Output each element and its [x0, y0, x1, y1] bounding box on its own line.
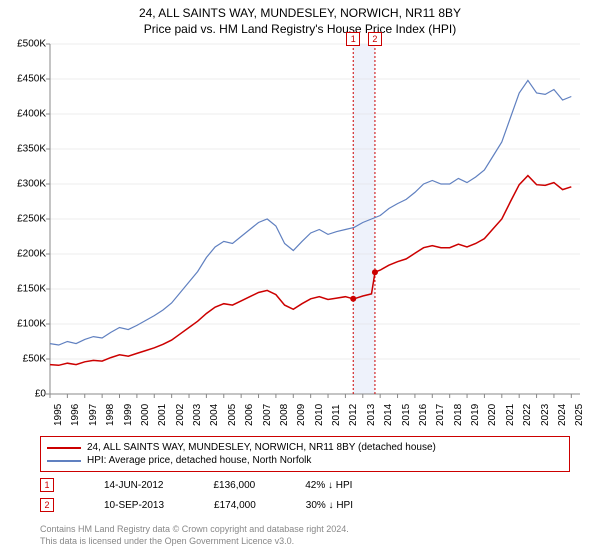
x-tick-label: 2000 — [140, 404, 151, 426]
y-tick-label: £100K — [0, 319, 46, 330]
x-tick-label: 2003 — [192, 404, 203, 426]
x-tick-label: 2020 — [487, 404, 498, 426]
chart-container: 24, ALL SAINTS WAY, MUNDESLEY, NORWICH, … — [0, 0, 600, 560]
y-tick-label: £250K — [0, 214, 46, 225]
y-tick-label: £200K — [0, 249, 46, 260]
x-tick-label: 2017 — [435, 404, 446, 426]
footer-line1: Contains HM Land Registry data © Crown c… — [40, 524, 349, 536]
sale-date-2: 10-SEP-2013 — [104, 500, 164, 511]
x-tick-label: 2005 — [227, 404, 238, 426]
x-tick-label: 1995 — [53, 404, 64, 426]
sale-row-2: 2 10-SEP-2013 £174,000 30% ↓ HPI — [40, 498, 353, 512]
plot-area — [50, 44, 580, 394]
y-tick-label: £150K — [0, 284, 46, 295]
y-tick-label: £50K — [0, 354, 46, 365]
legend-item-property: 24, ALL SAINTS WAY, MUNDESLEY, NORWICH, … — [47, 441, 563, 454]
chart-title: 24, ALL SAINTS WAY, MUNDESLEY, NORWICH, … — [0, 0, 600, 20]
y-tick-label: £350K — [0, 144, 46, 155]
sale-marker-2: 2 — [40, 498, 54, 512]
chart-subtitle: Price paid vs. HM Land Registry's House … — [0, 20, 600, 40]
x-tick-label: 2025 — [574, 404, 585, 426]
sale-marker-1: 1 — [40, 478, 54, 492]
plot-svg — [50, 44, 580, 394]
x-tick-label: 1997 — [88, 404, 99, 426]
footer-text: Contains HM Land Registry data © Crown c… — [40, 524, 349, 547]
legend-swatch-property — [47, 447, 81, 449]
chart-marker: 1 — [346, 32, 360, 46]
legend-label-hpi: HPI: Average price, detached house, Nort… — [87, 455, 311, 466]
x-tick-label: 2014 — [383, 404, 394, 426]
x-tick-label: 1999 — [123, 404, 134, 426]
x-tick-label: 2002 — [175, 404, 186, 426]
x-tick-label: 2022 — [522, 404, 533, 426]
sale-delta-1: 42% ↓ HPI — [305, 480, 352, 491]
x-tick-label: 2024 — [557, 404, 568, 426]
x-tick-label: 2009 — [296, 404, 307, 426]
x-tick-label: 2001 — [157, 404, 168, 426]
sale-delta-2: 30% ↓ HPI — [306, 500, 353, 511]
x-tick-label: 2018 — [453, 404, 464, 426]
sale-price-1: £136,000 — [213, 480, 255, 491]
x-tick-label: 2015 — [401, 404, 412, 426]
sale-row-1: 1 14-JUN-2012 £136,000 42% ↓ HPI — [40, 478, 352, 492]
legend-swatch-hpi — [47, 460, 81, 462]
x-tick-label: 2008 — [279, 404, 290, 426]
y-tick-label: £400K — [0, 109, 46, 120]
sale-price-2: £174,000 — [214, 500, 256, 511]
x-tick-label: 1996 — [70, 404, 81, 426]
x-tick-label: 2006 — [244, 404, 255, 426]
x-tick-label: 2019 — [470, 404, 481, 426]
chart-marker: 2 — [368, 32, 382, 46]
sale-date-1: 14-JUN-2012 — [104, 480, 163, 491]
x-tick-label: 2010 — [314, 404, 325, 426]
y-tick-label: £300K — [0, 179, 46, 190]
y-tick-label: £450K — [0, 74, 46, 85]
x-tick-label: 2016 — [418, 404, 429, 426]
x-tick-label: 1998 — [105, 404, 116, 426]
y-tick-label: £500K — [0, 39, 46, 50]
x-tick-label: 2012 — [348, 404, 359, 426]
x-tick-label: 2007 — [262, 404, 273, 426]
x-tick-label: 2004 — [209, 404, 220, 426]
x-tick-label: 2023 — [540, 404, 551, 426]
x-tick-label: 2021 — [505, 404, 516, 426]
legend: 24, ALL SAINTS WAY, MUNDESLEY, NORWICH, … — [40, 436, 570, 472]
x-tick-label: 2013 — [366, 404, 377, 426]
footer-line2: This data is licensed under the Open Gov… — [40, 536, 349, 548]
legend-label-property: 24, ALL SAINTS WAY, MUNDESLEY, NORWICH, … — [87, 442, 436, 453]
legend-item-hpi: HPI: Average price, detached house, Nort… — [47, 454, 563, 467]
y-tick-label: £0 — [0, 389, 46, 400]
x-tick-label: 2011 — [331, 404, 342, 426]
